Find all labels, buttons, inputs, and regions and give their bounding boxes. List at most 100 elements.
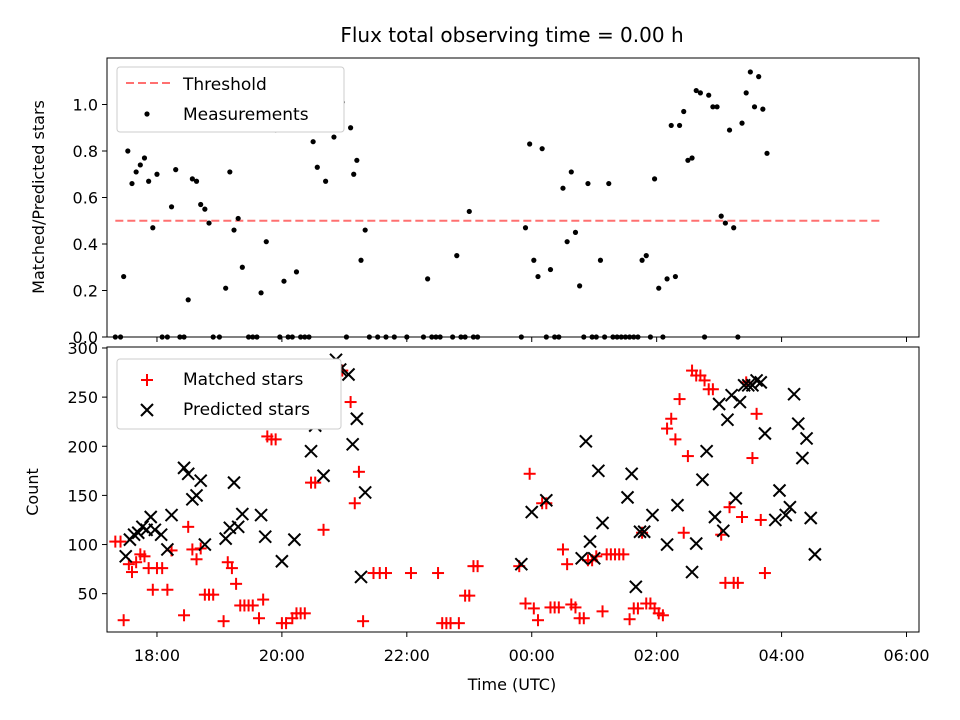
legend-ratio: Threshold Measurements [116,66,345,133]
predicted-star-point [695,472,710,487]
matched-star-point [207,588,220,601]
predicted-star-point [539,493,554,508]
matched-star-point [677,526,690,539]
matched-star-point [552,601,565,614]
measurement-point [693,87,699,94]
y-ticks-counts: 50 100 150 200 250 300 [67,339,107,604]
y-tick-label-counts: 100 [67,536,98,555]
measurement-point [331,134,337,140]
predicted-star-point [254,508,268,522]
matched-star-point [623,613,636,626]
measurement-point [710,104,716,110]
measurement-point [706,92,712,98]
measurement-point [154,171,160,177]
matched-star-point [146,583,159,596]
matched-star-point [309,476,322,489]
matched-star-point [569,601,582,614]
predicted-star-point [258,529,272,544]
matched-star-point [577,612,590,625]
predicted-star-point [754,375,768,390]
panel-counts: Count Time (UTC) 50 100 150 200 250 300 18:00… [23,339,930,694]
predicted-star-point [198,537,212,552]
measurement-point [263,239,269,245]
matched-star-point [130,556,143,569]
y-tick-label-ratio: 0.6 [73,189,98,208]
matched-star-point [217,615,230,628]
legend-matched-label: Matched stars [183,370,303,390]
matched-star-point [298,607,311,620]
matched-star-point [531,614,544,627]
predicted-star-point [787,387,801,401]
measurement-point [739,120,745,126]
matched-star-point [723,501,736,514]
matched-star-point [736,511,749,524]
matched-star-point [182,520,195,533]
matched-star-point [280,617,293,630]
measurement-point [689,155,695,161]
matched-star-point [561,558,574,571]
measurement-point [310,139,316,145]
matched-star-point [117,614,130,627]
matched-star-point [190,553,203,566]
matched-star-point [556,543,569,556]
predicted-star-point [164,508,179,522]
predicted-star-point [724,388,739,402]
predicted-star-point [733,395,747,409]
measurement-point [656,285,662,291]
y-tick-label-counts: 250 [67,388,98,407]
y-tick-label-ratio: 0.2 [73,282,98,301]
measurement-point [664,276,670,282]
predicted-star-point [799,431,814,446]
matched-star-point [669,433,682,446]
predicted-star-point [791,416,805,431]
predicted-star-point [779,508,793,522]
measurement-point [718,213,724,219]
matched-star-point [754,513,767,526]
chart-title: Flux total observing time = 0.00 h [340,23,683,47]
measurement-point [760,106,766,112]
matched-star-point [452,617,465,630]
predicted-star-point [345,437,360,452]
measurement-point [185,297,191,303]
measurement-point [714,104,720,110]
predicted-star-point [304,444,318,458]
legend-box-ratio [116,66,345,133]
predicted-star-point [218,531,233,546]
measurement-point [235,215,241,222]
legend-predicted-swatch [140,403,154,417]
measurement-point [731,225,737,231]
measurement-point [643,253,649,259]
matched-star-point [758,567,771,580]
predicted-star-point [350,412,364,426]
measurement-point [202,206,208,212]
measurement-point [150,225,156,231]
predicted-star-point [620,490,635,505]
predicted-star-point [154,527,168,542]
measurement-point [764,150,770,156]
measurement-point [223,285,229,291]
measurement-point [597,257,604,263]
measurement-point [227,169,233,175]
predicted-star-point [720,413,735,427]
measurement-point [293,269,300,275]
predicted-star-point [689,536,703,551]
predicted-star-point [231,520,245,534]
xlabel-counts: Time (UTC) [467,675,556,694]
axes-frame-counts [106,346,920,633]
matched-star-point [114,535,127,548]
measurement-point [756,74,762,80]
predicted-star-point [729,491,743,506]
predicted-star-point [708,510,722,524]
y-ticks-ratio: 0.0 0.2 0.4 0.6 0.8 1.0 [73,96,107,347]
measurement-point [198,201,204,208]
matched-star-point [125,566,138,579]
x-tick-label: 18:00 [134,646,180,665]
matched-star-point [596,605,609,618]
measurement-point [258,290,264,296]
predicted-star-point [181,467,195,481]
ylabel-ratio: Matched/Predicted stars [29,100,48,294]
axes-frame-ratio [106,57,920,338]
measurement-point [651,176,658,182]
predicted-star-point [685,565,699,579]
